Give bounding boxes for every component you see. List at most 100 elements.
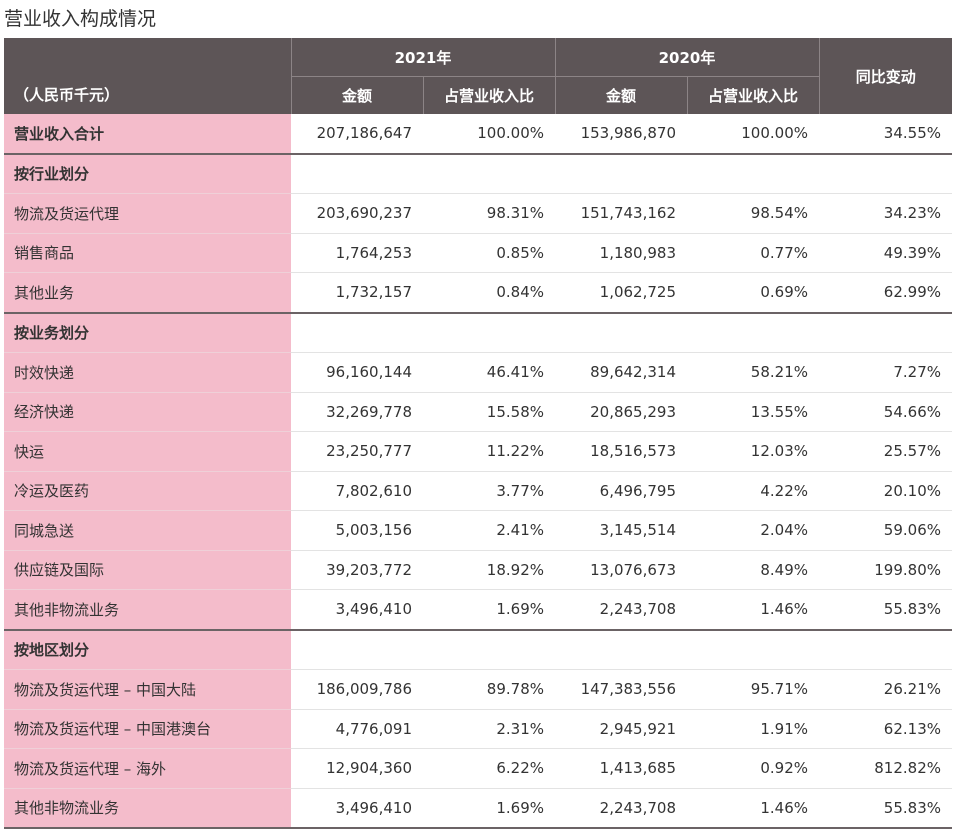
- amount-2020-cell: 6,496,795: [555, 471, 687, 511]
- yoy-cell: 59.06%: [819, 510, 952, 551]
- table-row: 物流及货运代理 – 中国港澳台 4,776,091 2.31% 2,945,921 1.…: [4, 709, 952, 749]
- yoy-cell: 199.80%: [819, 550, 952, 590]
- revenue-composition-table: （人民币千元） 2021年 2020年 同比变动 金额 占营业收入比 金额 占营…: [4, 38, 952, 829]
- amount-2021-cell: 1,732,157: [291, 272, 423, 314]
- unit-header: （人民币千元）: [4, 38, 291, 114]
- share-2021-header: 占营业收入比: [422, 76, 555, 114]
- table-row: 经济快递 32,269,778 15.58% 20,865,293 13.55% 54.6…: [4, 392, 952, 432]
- yoy-cell: 54.66%: [819, 392, 952, 432]
- share-2020-cell: 0.92%: [687, 748, 819, 789]
- section-heading-row: 按地区划分: [4, 629, 952, 670]
- row-label: 其他业务: [4, 272, 291, 314]
- empty-cell: [819, 312, 952, 353]
- empty-cell: [687, 629, 819, 670]
- share-2021-cell: 46.41%: [423, 352, 555, 393]
- table-body: 营业收入合计 207,186,647 100.00% 153,986,870 1…: [4, 114, 952, 829]
- row-label: 时效快递: [4, 352, 291, 393]
- amount-2020-cell: 13,076,673: [555, 550, 687, 590]
- share-2020-cell: 1.91%: [687, 709, 819, 749]
- share-2020-cell: 0.77%: [687, 233, 819, 273]
- yoy-cell: 62.13%: [819, 709, 952, 749]
- share-2021-cell: 98.31%: [423, 193, 555, 234]
- amount-2020-cell: 2,243,708: [555, 788, 687, 829]
- share-2021-cell: 0.85%: [423, 233, 555, 273]
- amount-2021-header: 金额: [290, 76, 423, 114]
- section-heading: 按行业划分: [4, 153, 291, 194]
- year-2020-header: 2020年: [554, 38, 819, 77]
- empty-cell: [291, 629, 423, 670]
- empty-cell: [423, 629, 555, 670]
- table-row: 快运 23,250,777 11.22% 18,516,573 12.03% 25.57%: [4, 431, 952, 472]
- share-2020-cell: 1.46%: [687, 589, 819, 631]
- yoy-cell: 62.99%: [819, 272, 952, 314]
- table-row: 同城急送 5,003,156 2.41% 3,145,514 2.04% 59.06%: [4, 510, 952, 551]
- year-2021-header: 2021年: [290, 38, 555, 77]
- table-row: 物流及货运代理 203,690,237 98.31% 151,743,162 98.54…: [4, 193, 952, 234]
- share-2020-cell: 12.03%: [687, 431, 819, 472]
- amount-2020-cell: 2,243,708: [555, 589, 687, 631]
- share-2021-cell: 89.78%: [423, 669, 555, 710]
- table-row: 其他业务 1,732,157 0.84% 1,062,725 0.69% 62.99%: [4, 272, 952, 314]
- share-2020-cell: 95.71%: [687, 669, 819, 710]
- total-row: 营业收入合计 207,186,647 100.00% 153,986,870 1…: [4, 114, 952, 155]
- amount-2021-cell: 1,764,253: [291, 233, 423, 273]
- amount-2021-cell: 23,250,777: [291, 431, 423, 472]
- share-2021-cell: 3.77%: [423, 471, 555, 511]
- share-2021-cell: 100.00%: [423, 114, 555, 155]
- amount-2020-cell: 3,145,514: [555, 510, 687, 551]
- table-row: 物流及货运代理 – 海外 12,904,360 6.22% 1,413,685 0.92…: [4, 748, 952, 789]
- row-label: 经济快递: [4, 392, 291, 432]
- empty-cell: [819, 153, 952, 194]
- table-row: 其他非物流业务 3,496,410 1.69% 2,243,708 1.46% 55.83…: [4, 788, 952, 829]
- amount-2020-cell: 1,180,983: [555, 233, 687, 273]
- section-heading: 按地区划分: [4, 629, 291, 670]
- amount-2021-cell: 186,009,786: [291, 669, 423, 710]
- amount-2020-cell: 151,743,162: [555, 193, 687, 234]
- row-label: 营业收入合计: [4, 114, 291, 155]
- yoy-cell: 812.82%: [819, 748, 952, 789]
- share-2021-cell: 2.41%: [423, 510, 555, 551]
- empty-cell: [291, 153, 423, 194]
- yoy-cell: 25.57%: [819, 431, 952, 472]
- table-row: 物流及货运代理 – 中国大陆 186,009,786 89.78% 147,383,5…: [4, 669, 952, 710]
- table-row: 供应链及国际 39,203,772 18.92% 13,076,673 8.49% 199…: [4, 550, 952, 590]
- yoy-cell: 34.55%: [819, 114, 952, 155]
- empty-cell: [687, 312, 819, 353]
- table-header: （人民币千元） 2021年 2020年 同比变动 金额 占营业收入比 金额 占营…: [4, 38, 952, 114]
- amount-2020-header: 金额: [554, 76, 687, 114]
- row-label: 销售商品: [4, 233, 291, 273]
- section-heading: 按业务划分: [4, 312, 291, 353]
- table-row: 冷运及医药 7,802,610 3.77% 6,496,795 4.22% 20.10%: [4, 471, 952, 511]
- row-label: 物流及货运代理: [4, 193, 291, 234]
- share-2021-cell: 2.31%: [423, 709, 555, 749]
- amount-2021-cell: 7,802,610: [291, 471, 423, 511]
- row-label: 物流及货运代理 – 中国港澳台: [4, 709, 291, 749]
- share-2020-cell: 1.46%: [687, 788, 819, 829]
- amount-2020-cell: 147,383,556: [555, 669, 687, 710]
- share-2021-cell: 1.69%: [423, 788, 555, 829]
- share-2021-cell: 6.22%: [423, 748, 555, 789]
- amount-2021-cell: 203,690,237: [291, 193, 423, 234]
- amount-2020-cell: 2,945,921: [555, 709, 687, 749]
- page-title: 营业收入构成情况: [4, 8, 157, 30]
- row-label: 其他非物流业务: [4, 589, 291, 631]
- amount-2021-cell: 207,186,647: [291, 114, 423, 155]
- yoy-cell: 49.39%: [819, 233, 952, 273]
- share-2020-header: 占营业收入比: [686, 76, 819, 114]
- share-2020-cell: 98.54%: [687, 193, 819, 234]
- empty-cell: [423, 153, 555, 194]
- section-heading-row: 按业务划分: [4, 312, 952, 353]
- amount-2021-cell: 4,776,091: [291, 709, 423, 749]
- yoy-cell: 34.23%: [819, 193, 952, 234]
- yoy-cell: 26.21%: [819, 669, 952, 710]
- empty-cell: [291, 312, 423, 353]
- empty-cell: [423, 312, 555, 353]
- amount-2020-cell: 20,865,293: [555, 392, 687, 432]
- share-2021-cell: 1.69%: [423, 589, 555, 631]
- share-2020-cell: 8.49%: [687, 550, 819, 590]
- empty-cell: [819, 629, 952, 670]
- amount-2020-cell: 89,642,314: [555, 352, 687, 393]
- empty-cell: [555, 153, 687, 194]
- yoy-cell: 55.83%: [819, 589, 952, 631]
- empty-cell: [555, 312, 687, 353]
